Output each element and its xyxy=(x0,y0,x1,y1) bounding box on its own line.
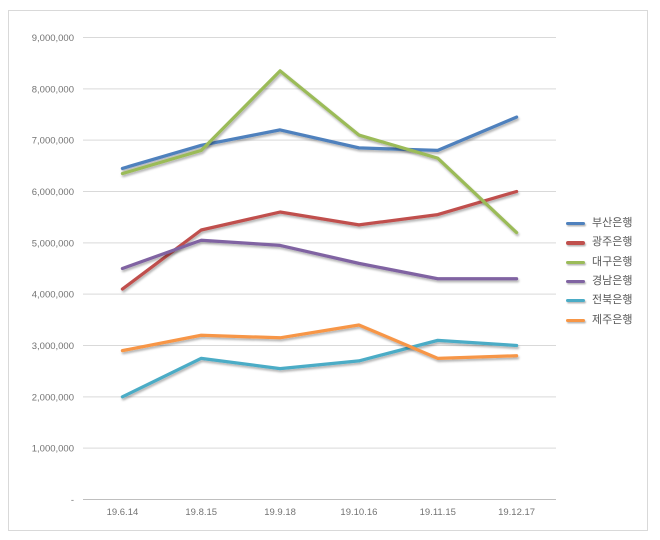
y-tick-label: 2,000,000 xyxy=(32,392,74,403)
x-tick-label: 19.10.16 xyxy=(340,507,377,518)
legend-item: 경남은행 xyxy=(566,272,632,291)
gridlines xyxy=(83,37,556,500)
x-tick-label: 19.6.14 xyxy=(107,507,139,518)
legend-item: 전북은행 xyxy=(566,291,632,310)
x-tick-label: 19.12.17 xyxy=(498,507,535,518)
legend-label: 부산은행 xyxy=(592,217,633,230)
legend-label: 전북은행 xyxy=(592,294,633,307)
legend-swatch xyxy=(566,299,585,303)
series-line xyxy=(120,189,519,291)
legend-swatch xyxy=(566,318,585,322)
legend-label: 경남은행 xyxy=(592,275,633,288)
y-tick-label: 5,000,000 xyxy=(32,238,74,249)
legend-swatch xyxy=(566,279,585,284)
legend-swatch xyxy=(566,260,585,264)
y-tick-label: 8,000,000 xyxy=(32,84,74,95)
x-axis-labels: 19.6.14 19.8.15 19.9.18 19.10.16 19.11.15 19.… xyxy=(107,507,536,518)
y-axis-labels: - 1,000,000 2,000,000 3,000,000 4,000,000 5,0… xyxy=(32,33,74,506)
legend-item: 대구은행 xyxy=(566,253,632,272)
legend-item: 제주은행 xyxy=(566,310,632,329)
series-line xyxy=(120,338,519,399)
y-tick-label: 1,000,000 xyxy=(32,444,74,455)
legend-swatch xyxy=(566,222,585,226)
y-tick-label: 6,000,000 xyxy=(32,187,74,198)
legend-swatch xyxy=(566,241,585,245)
y-tick-label: 9,000,000 xyxy=(32,33,74,44)
x-tick-label: 19.11.15 xyxy=(420,507,456,518)
y-tick-label: 3,000,000 xyxy=(32,341,74,352)
y-tick-label: 4,000,000 xyxy=(32,290,74,301)
y-tick-label: 7,000,000 xyxy=(32,136,74,147)
legend-item: 광주은행 xyxy=(566,233,632,252)
series-line xyxy=(120,238,519,281)
series-lines xyxy=(120,69,519,399)
x-tick-label: 19.9.18 xyxy=(264,507,296,518)
series-line xyxy=(120,69,519,235)
series-line xyxy=(120,115,519,171)
x-tick-label: 19.8.15 xyxy=(185,507,217,518)
legend-item: 부산은행 xyxy=(566,214,632,233)
y-tick-label: - xyxy=(71,495,74,506)
legend-label: 광주은행 xyxy=(592,236,633,249)
chart-frame xyxy=(8,10,648,531)
legend-label: 제주은행 xyxy=(592,313,633,326)
legend-label: 대구은행 xyxy=(592,255,633,268)
series-line xyxy=(120,323,519,360)
